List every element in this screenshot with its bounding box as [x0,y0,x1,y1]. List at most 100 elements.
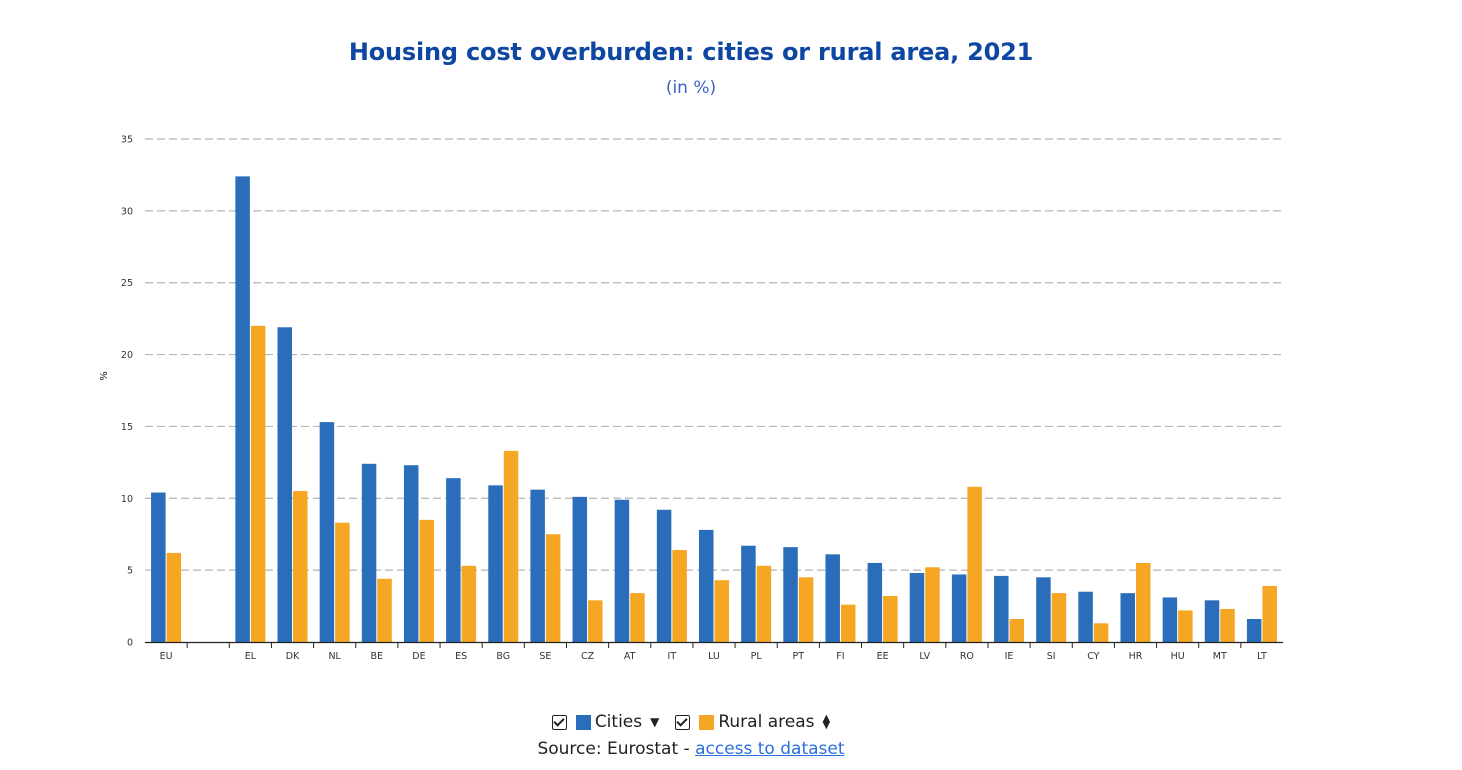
bar-rural [967,486,982,642]
bar-cities [867,562,883,642]
bar-cities [403,465,419,642]
bar-cities [825,554,840,642]
bar-chart: 0 5 10 15 20 25 30 35% EU EL DK NL BE DE ES BG SE CZ AT IT L… [99,135,1283,662]
chart-legend: Cities ▼ Rural areas ▲ ▼ [0,712,1382,732]
legend-label-rural: Rural areas [718,712,815,732]
sort-descending-icon[interactable]: ▼ [650,715,660,729]
x-tick-label: HR [1129,651,1143,662]
source-line: Source: Eurostat - access to dataset [0,739,1382,759]
bar-cities [656,509,672,642]
bar-cities [1078,591,1093,642]
bar-rural [714,580,729,642]
bar-rural [883,596,898,642]
x-tick-label: MT [1213,651,1227,662]
checkbox-checked-icon[interactable] [675,714,691,730]
rural-color-swatch [699,714,715,730]
bar-cities [277,327,293,642]
bar-rural [630,593,645,642]
x-tick-label: FI [836,651,844,662]
bar-rural [672,550,687,642]
bar-cities [530,489,545,642]
legend-item-rural[interactable]: Rural areas ▲ ▼ [675,712,830,732]
bar-rural [1135,562,1151,642]
bar-cities [151,492,166,642]
x-tick-label: IT [668,651,677,662]
x-tick-label: NL [328,651,341,662]
checkbox-checked-icon[interactable] [551,714,567,730]
bar-rural [1220,608,1235,642]
bar-rural [925,567,940,642]
x-tick-label: LV [919,651,930,662]
x-tick-label: HU [1171,651,1185,662]
bar-rural [293,491,308,642]
x-tick-label: IE [1005,651,1014,662]
bar-rural [166,552,182,642]
bar-cities [1036,577,1051,642]
bar-rural [250,325,266,642]
bar-rural [503,450,519,642]
bar-cities [994,575,1009,642]
sort-both-icon[interactable]: ▲ ▼ [822,713,831,731]
bar-rural [1178,610,1193,642]
bar-rural [1093,623,1109,642]
x-tick-label: PL [751,651,763,662]
y-axis-label: % [99,371,110,381]
bar-cities [446,478,461,642]
x-tick-label: LU [708,651,720,662]
bar-rural [588,600,603,642]
bar-cities [783,547,798,642]
x-tick-label: EE [877,651,889,662]
x-tick-label: SE [539,651,551,662]
chart-subtitle: (in %) [665,78,717,98]
bar-rural [1262,585,1277,642]
y-tick-label: 25 [121,278,133,289]
chart-title: Housing cost overburden: cities or rural… [348,38,1034,66]
y-tick-label: 35 [121,135,133,146]
bar-cities [1204,600,1220,642]
bar-cities [741,545,756,642]
x-tick-label: RO [960,651,974,662]
bar-cities [909,573,925,642]
y-tick-label: 30 [121,206,133,217]
bar-cities [488,485,503,642]
y-tick-label: 5 [127,566,133,577]
bar-rural [377,578,392,642]
cities-color-swatch [575,714,591,730]
x-tick-label: EU [160,651,173,662]
x-tick-label: BE [371,651,384,662]
x-tick-label: CZ [581,651,595,662]
x-tick-label: CY [1087,651,1099,662]
bar-rural [1009,619,1025,642]
bar-cities [614,499,630,642]
bar-rural [840,604,856,642]
bar-rural [335,522,350,642]
x-tick-label: BG [496,651,510,662]
bar-cities [1120,593,1135,642]
dataset-link[interactable]: access to dataset [695,739,845,759]
x-tick-label: EL [245,651,257,662]
x-tick-label: LT [1257,651,1267,662]
bar-rural [756,565,772,642]
bar-cities [1162,597,1178,642]
bar-rural [461,565,477,642]
y-tick-label: 10 [121,494,133,505]
bar-cities [235,176,250,642]
y-tick-label: 20 [121,350,133,361]
bar-cities [1246,619,1262,642]
x-tick-label: DE [412,651,425,662]
bar-cities [319,422,335,642]
bar-rural [545,534,561,642]
bar-cities [699,529,714,642]
x-tick-label: ES [455,651,467,662]
y-tick-label: 15 [121,422,133,433]
legend-item-cities[interactable]: Cities ▼ [551,712,660,732]
bar-rural [419,519,434,642]
x-tick-label: PT [793,651,805,662]
x-tick-label: SI [1047,651,1056,662]
bar-cities [951,574,967,642]
x-tick-label: DK [286,651,300,662]
bar-rural [1051,593,1067,642]
x-tick-label: AT [624,651,636,662]
bar-rural [798,577,814,642]
source-prefix: Source: Eurostat - [537,739,696,759]
